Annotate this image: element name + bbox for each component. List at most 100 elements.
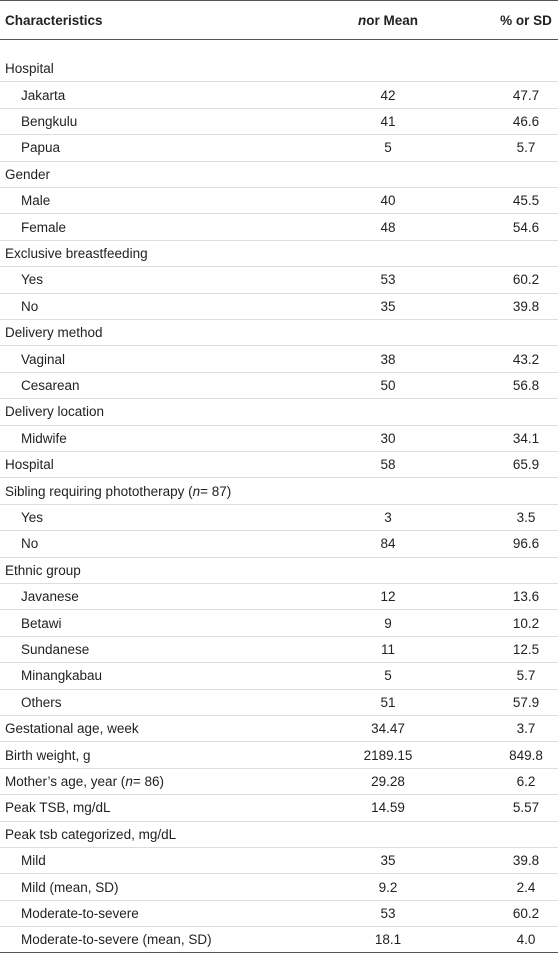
value-cell: 35: [380, 853, 396, 869]
text-part: % or SD: [500, 12, 552, 28]
table-row: Minangkabau 5 5.7: [0, 662, 558, 688]
label-cell: Delivery location: [5, 399, 104, 424]
table-row: Yes 53 60.2: [0, 266, 558, 292]
label-cell: Exclusive breastfeeding: [5, 241, 148, 266]
value-cell: 5.7: [516, 668, 536, 684]
table-row: Birth weight, g 2189.15 849.8: [0, 741, 558, 767]
text-part: Yes: [21, 272, 44, 288]
label-cell: Sundanese: [21, 637, 89, 662]
value-cell: 57.9: [512, 694, 540, 710]
label-cell: Gender: [5, 162, 50, 187]
value-cell: 39.8: [512, 298, 540, 314]
table-row: Sibling requiring phototherapy (n = 87): [0, 477, 558, 503]
value-cell: 84: [380, 536, 396, 552]
value-cell: 56.8: [512, 377, 540, 393]
text-part: Hospital: [5, 60, 54, 76]
table-row: Ethnic group: [0, 556, 558, 583]
header-cell: n or Mean: [320, 1, 456, 39]
value-cell: 50: [380, 377, 396, 393]
table-row: Delivery location: [0, 398, 558, 424]
label-cell: Gestational age, week: [5, 716, 139, 741]
text-part: Gestational age, week: [5, 721, 139, 737]
value-cell: 849.8: [509, 747, 543, 763]
value-cell: 45.5: [512, 193, 540, 209]
table-row: Peak TSB, mg/dL 14.59 5.57: [0, 794, 558, 820]
value-cell: 5.7: [516, 140, 536, 156]
value-cell: 11: [380, 641, 395, 657]
value-cell: 5: [384, 140, 392, 156]
text-part: Gender: [5, 166, 51, 182]
text-part: Exclusive breastfeeding: [5, 245, 148, 261]
label-cell: Moderate-to-severe: [21, 901, 139, 926]
text-part: Sibling requiring phototherapy (: [5, 483, 193, 499]
text-part: Jakarta: [21, 87, 66, 103]
text-part: Papua: [21, 140, 61, 156]
label-cell: Peak TSB, mg/dL: [5, 795, 111, 820]
label-cell: Sibling requiring phototherapy (n = 87): [5, 478, 231, 503]
header-cell: Characteristics: [5, 1, 103, 39]
header-cell: % or SD: [494, 1, 558, 39]
text-part: Mild (mean, SD): [21, 879, 119, 895]
value-cell: 12: [380, 589, 396, 605]
value-cell: 96.6: [512, 536, 540, 552]
text-part: Javanese: [21, 589, 79, 605]
label-cell: Male: [21, 188, 50, 213]
text-part: Hospital: [5, 457, 54, 473]
text-part: n: [125, 773, 133, 789]
table-row: Male 40 45.5: [0, 187, 558, 213]
value-cell: 46.6: [512, 113, 540, 129]
value-cell: 39.8: [512, 853, 540, 869]
value-cell: 48: [380, 219, 396, 235]
value-cell: 58: [380, 457, 396, 473]
text-part: Characteristics: [5, 12, 103, 28]
text-part: Peak TSB, mg/dL: [5, 800, 111, 816]
table-row: Yes 3 3.5: [0, 503, 558, 530]
label-cell: Papua: [21, 135, 60, 160]
label-cell: Female: [21, 214, 66, 239]
table-row: No 84 96.6: [0, 530, 558, 556]
table-row: Mild 35 39.8: [0, 847, 558, 873]
table-row: Mother’s age, year (n = 86) 29.28 6.2: [0, 767, 558, 794]
table-row: Bengkulu 41 46.6: [0, 107, 558, 134]
table-row: Delivery method: [0, 319, 558, 345]
table-row: Gender: [0, 160, 558, 187]
text-part: Bengkulu: [21, 113, 78, 129]
value-cell: 41: [380, 113, 396, 129]
text-part: Birth weight, g: [5, 747, 91, 763]
text-part: or Mean: [366, 12, 418, 28]
value-cell: 60.2: [512, 905, 540, 921]
value-cell: 18.1: [374, 931, 402, 947]
text-part: No: [21, 536, 39, 552]
label-cell: Cesarean: [21, 373, 80, 398]
table-row: Jakarta 42 47.7: [0, 81, 558, 107]
table-row: Midwife 30 34.1: [0, 424, 558, 451]
text-part: Moderate-to-severe: [21, 905, 139, 921]
text-part: Delivery method: [5, 325, 103, 341]
value-cell: 35: [380, 298, 396, 314]
text-part: Midwife: [21, 430, 67, 446]
label-cell: No: [21, 531, 38, 556]
value-cell: 3.7: [516, 721, 536, 737]
text-part: Yes: [21, 509, 44, 525]
text-part: Mother’s age, year (: [5, 773, 126, 789]
value-cell: 30: [380, 430, 396, 446]
label-cell: Delivery method: [5, 320, 103, 345]
label-cell: Jakarta: [21, 82, 65, 107]
value-cell: 3.5: [516, 509, 536, 525]
label-cell: Yes: [21, 267, 43, 292]
value-cell: 34.1: [512, 430, 540, 446]
value-cell: 14.59: [371, 800, 405, 816]
label-cell: Mild: [21, 848, 46, 873]
table-row: Gestational age, week 34.47 3.7: [0, 715, 558, 741]
text-part: Others: [21, 694, 62, 710]
value-cell: 5.57: [512, 800, 540, 816]
value-cell: 54.6: [512, 219, 540, 235]
text-part: Ethnic group: [5, 562, 81, 578]
text-part: Sundanese: [21, 641, 90, 657]
table-row: Sundanese 11 12.5: [0, 635, 558, 662]
label-cell: Minangkabau: [21, 663, 102, 688]
table-row: Mild (mean, SD) 9.2 2.4: [0, 873, 558, 899]
text-part: Moderate-to-severe (mean, SD): [21, 931, 212, 947]
value-cell: 53: [380, 905, 396, 921]
